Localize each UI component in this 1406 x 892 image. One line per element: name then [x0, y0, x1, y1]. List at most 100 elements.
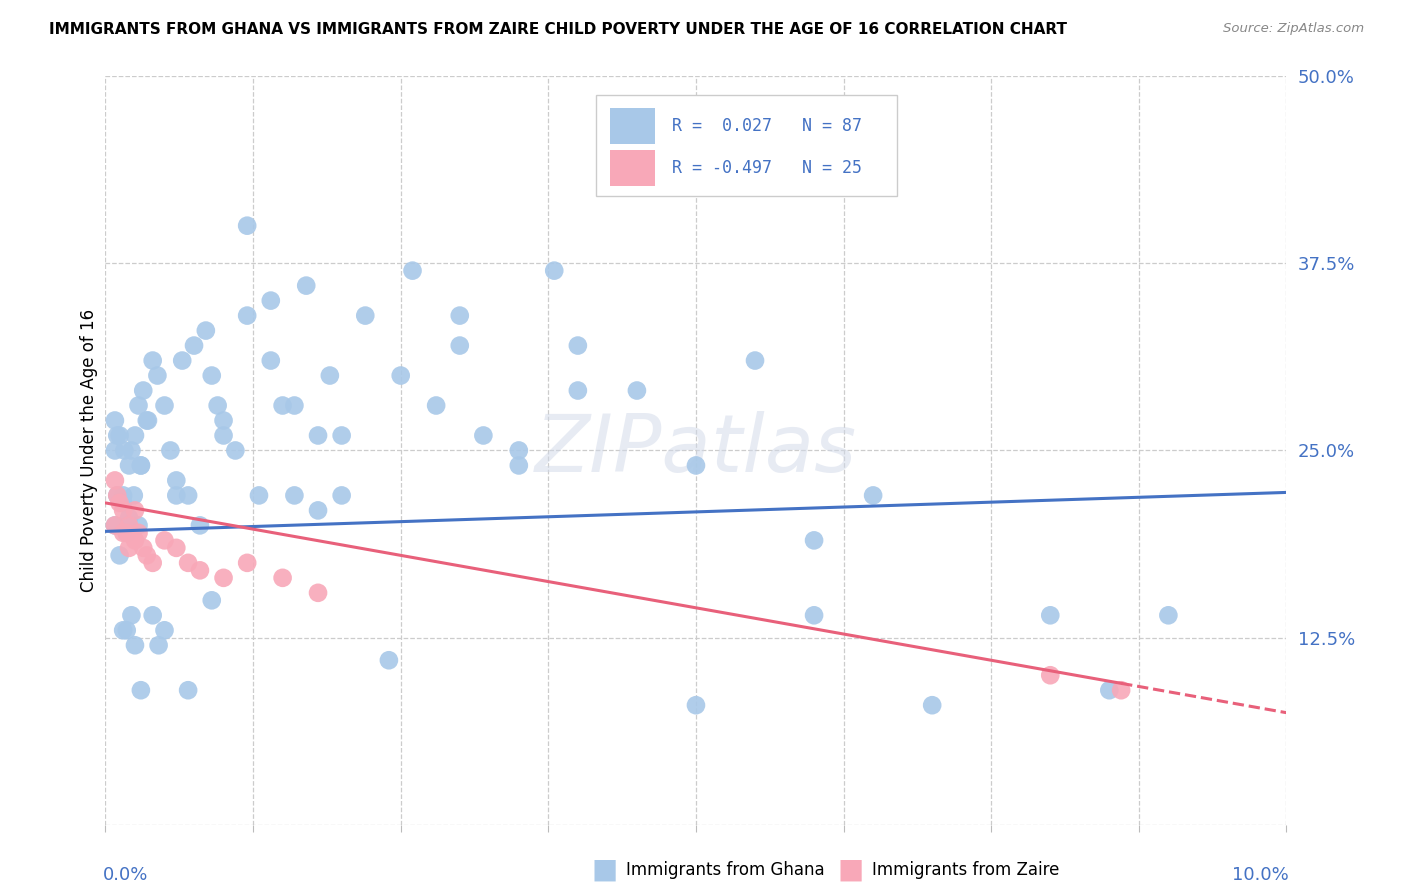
Point [1109, 683, 1132, 698]
Point [129, 458, 152, 473]
Point [104, 413, 127, 427]
Point [207, 399, 229, 413]
Point [389, 368, 412, 383]
Bar [610, 150, 655, 186]
Point [148, 638, 170, 652]
Point [115, 525, 138, 540]
Text: R = -0.497   N = 25: R = -0.497 N = 25 [672, 159, 862, 177]
Point [105, 488, 128, 502]
Text: ZIPatlas: ZIPatlas [534, 411, 858, 490]
Point [236, 219, 259, 233]
Point [112, 525, 135, 540]
Point [104, 443, 127, 458]
Point [177, 683, 200, 698]
Point [108, 496, 131, 510]
Point [108, 549, 131, 563]
Point [508, 443, 530, 458]
Text: R =  0.027   N = 87: R = 0.027 N = 87 [672, 117, 862, 135]
Point [165, 541, 187, 555]
Point [112, 503, 135, 517]
Text: IMMIGRANTS FROM GHANA VS IMMIGRANTS FROM ZAIRE CHILD POVERTY UNDER THE AGE OF 16: IMMIGRANTS FROM GHANA VS IMMIGRANTS FROM… [49, 22, 1067, 37]
Point [449, 309, 471, 323]
Text: ■: ■ [838, 855, 863, 884]
Point [124, 428, 146, 442]
Point [283, 488, 305, 502]
Point [153, 533, 176, 548]
Point [307, 503, 329, 517]
Point [128, 525, 150, 540]
Point [378, 653, 401, 667]
Point [188, 563, 211, 577]
FancyBboxPatch shape [596, 95, 897, 195]
Point [224, 443, 246, 458]
Point [108, 428, 131, 442]
Point [271, 571, 294, 585]
Point [129, 683, 152, 698]
Point [236, 556, 259, 570]
Point [567, 384, 589, 398]
Point [212, 413, 235, 427]
Point [124, 503, 146, 517]
Point [135, 549, 157, 563]
Point [104, 474, 127, 488]
Point [201, 368, 224, 383]
Point [247, 488, 270, 502]
Point [105, 428, 128, 442]
Point [112, 488, 135, 502]
Point [159, 443, 181, 458]
Point [177, 556, 200, 570]
Point [307, 428, 329, 442]
Point [165, 488, 187, 502]
Point [120, 443, 142, 458]
Point [449, 338, 471, 352]
Point [172, 353, 194, 368]
Point [330, 428, 353, 442]
Point [401, 263, 423, 277]
Text: Immigrants from Ghana: Immigrants from Ghana [626, 861, 824, 879]
Text: Immigrants from Zaire: Immigrants from Zaire [872, 861, 1059, 879]
Point [132, 541, 155, 555]
Point [128, 399, 150, 413]
Point [136, 413, 159, 427]
Point [508, 458, 530, 473]
Point [295, 278, 318, 293]
Point [212, 571, 235, 585]
Point [803, 533, 825, 548]
Point [319, 368, 342, 383]
Point [122, 488, 145, 502]
Point [183, 338, 205, 352]
Point [115, 525, 138, 540]
Point [112, 496, 135, 510]
Point [146, 368, 169, 383]
Point [194, 324, 217, 338]
Text: 10.0%: 10.0% [1232, 866, 1289, 884]
Point [124, 533, 146, 548]
Point [921, 698, 943, 713]
Point [1157, 608, 1180, 623]
Point [744, 353, 766, 368]
Point [118, 518, 141, 533]
Point [425, 399, 447, 413]
Point [236, 309, 259, 323]
Point [1039, 608, 1062, 623]
Point [135, 413, 157, 427]
Point [354, 309, 377, 323]
Point [118, 511, 141, 525]
Point [129, 458, 152, 473]
Point [124, 638, 146, 652]
Point [1098, 683, 1121, 698]
Point [685, 698, 707, 713]
Point [128, 518, 150, 533]
Text: ■: ■ [592, 855, 617, 884]
Point [260, 353, 283, 368]
Point [626, 384, 648, 398]
Y-axis label: Child Poverty Under the Age of 16: Child Poverty Under the Age of 16 [80, 309, 98, 592]
Point [142, 556, 165, 570]
Point [115, 624, 138, 638]
Point [803, 608, 825, 623]
Point [212, 428, 235, 442]
Point [120, 608, 142, 623]
Point [862, 488, 884, 502]
Point [142, 608, 165, 623]
Bar [610, 108, 655, 144]
